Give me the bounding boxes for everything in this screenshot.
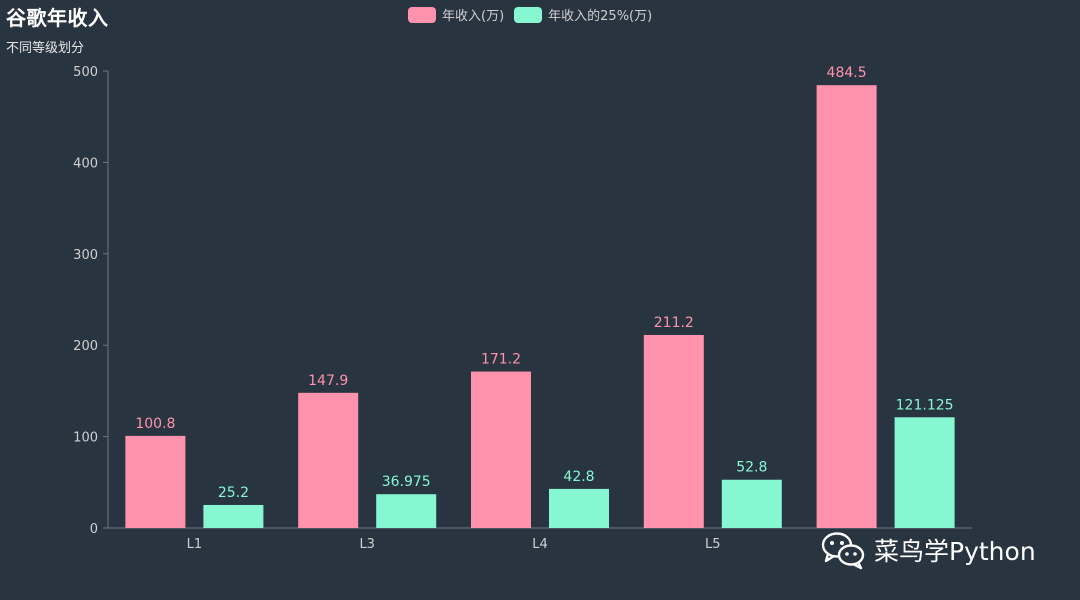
bar-series-2 (721, 479, 782, 528)
bar-series-1 (125, 435, 186, 528)
bar-series-1 (471, 371, 531, 528)
data-label-series-1: 147.9 (308, 373, 348, 389)
bar-series-2 (549, 488, 609, 528)
y-tick-label: 500 (73, 65, 98, 80)
data-label-series-1: 100.8 (135, 416, 175, 432)
legend-label-series-2: 年收入的25%(万) (548, 9, 653, 24)
y-tick-label: 300 (73, 248, 98, 263)
x-tick-label: L4 (532, 537, 548, 552)
bar-series-1 (298, 392, 359, 528)
x-tick-label: L5 (705, 537, 721, 552)
legend-item-series-1[interactable]: 年收入(万) (408, 5, 504, 24)
x-tick-label: L3 (359, 537, 375, 552)
bar-series-2 (894, 417, 955, 528)
bar-series-2 (203, 504, 264, 528)
data-label-series-2: 42.8 (563, 469, 594, 485)
legend-item-series-2[interactable]: 年收入的25%(万) (514, 5, 652, 24)
wechat-icon (821, 532, 865, 570)
chart-legend: 年收入(万) 年收入的25%(万) (408, 5, 652, 24)
legend-swatch-series-2 (514, 6, 543, 23)
y-tick-label: 200 (73, 339, 98, 354)
data-label-series-1: 171.2 (481, 352, 521, 368)
bar-series-1 (816, 85, 877, 529)
data-label-series-1: 211.2 (654, 315, 694, 331)
data-label-series-2: 121.125 (896, 397, 954, 413)
legend-label-series-1: 年收入(万) (442, 9, 505, 24)
y-tick-label: 0 (90, 522, 98, 537)
chart-title: 谷歌年收入 (6, 6, 109, 30)
chart-subtitle: 不同等级划分 (6, 41, 85, 56)
watermark: 菜鸟学Python (820, 530, 1036, 570)
x-tick-label: L1 (187, 537, 203, 552)
bar-series-2 (376, 494, 437, 528)
watermark-text: 菜鸟学Python (874, 537, 1036, 566)
data-label-series-2: 25.2 (218, 485, 249, 501)
bar-series-1 (643, 334, 704, 528)
y-tick-label: 100 (73, 431, 98, 446)
y-tick-label: 400 (73, 156, 98, 171)
data-label-series-1: 484.5 (827, 65, 867, 81)
data-label-series-2: 36.975 (382, 474, 431, 490)
data-label-series-2: 52.8 (736, 460, 767, 476)
legend-swatch-series-1 (408, 6, 436, 23)
